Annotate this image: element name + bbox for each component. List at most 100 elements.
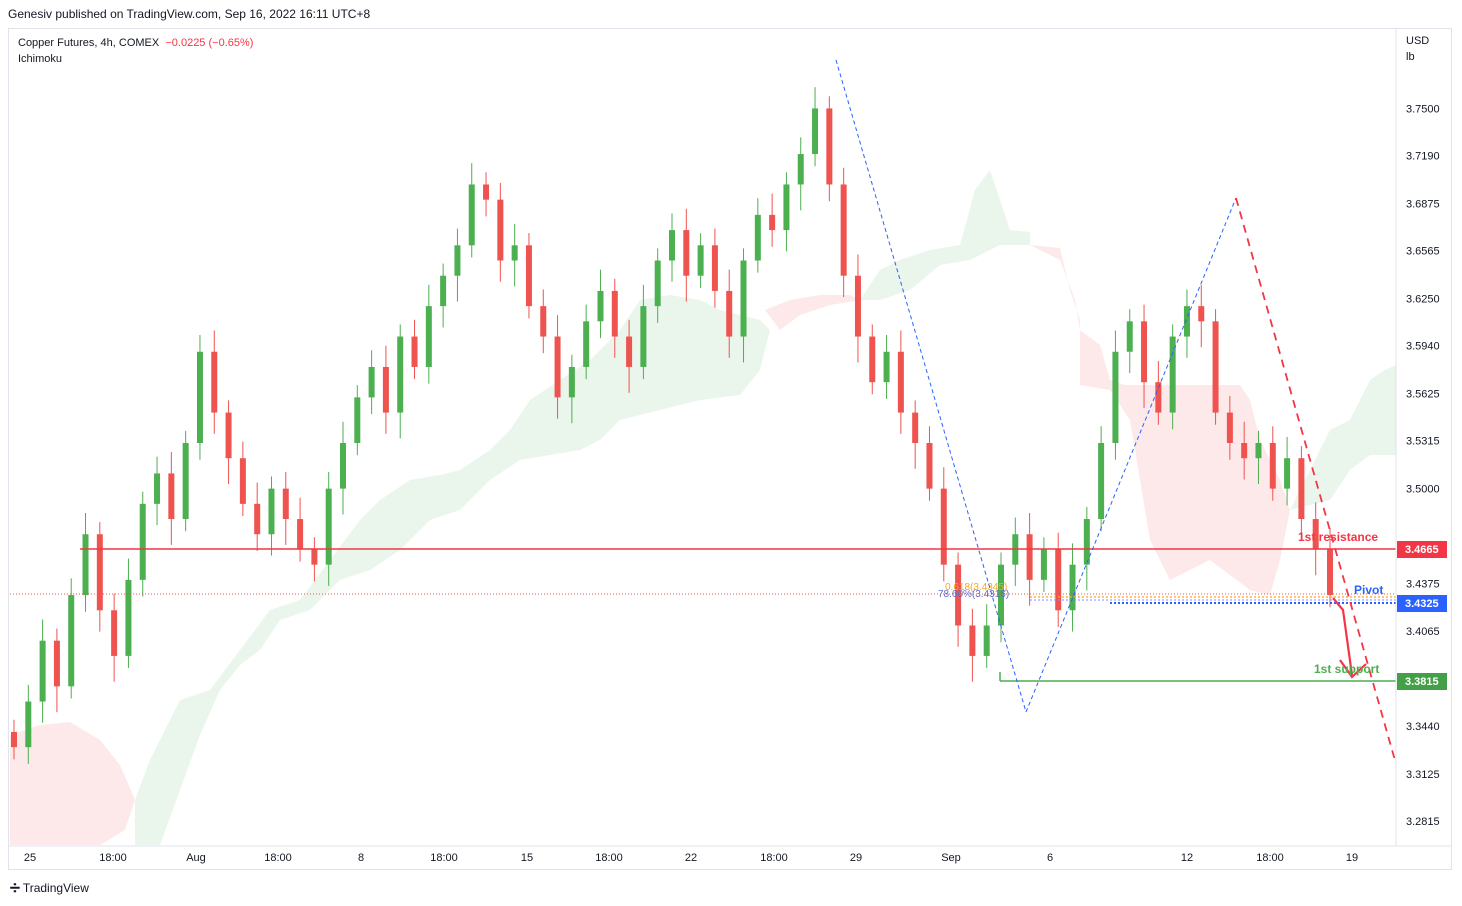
candle-body: [382, 366, 389, 413]
candle-body: [483, 184, 490, 200]
candle-body: [797, 154, 804, 185]
time-tick-10: 29: [850, 852, 862, 864]
time-tick-13: 12: [1181, 852, 1193, 864]
cloud-bear-right: [1030, 245, 1290, 595]
candle-body: [111, 610, 118, 656]
cloud-bull-main: [135, 295, 770, 845]
candle-body: [311, 549, 318, 565]
candle-body: [125, 579, 132, 656]
candle-body: [854, 275, 861, 337]
pivot-price-tag: 3.4325: [1397, 595, 1447, 612]
candle-body: [998, 564, 1004, 626]
candle-body: [640, 306, 647, 367]
candle-body: [225, 412, 232, 459]
candle-body: [726, 290, 733, 337]
price-tick-8: 3.5000: [1406, 484, 1440, 496]
time-tick-9: 18:00: [760, 852, 788, 864]
time-tick-0: 25: [24, 852, 36, 864]
candle-body: [955, 564, 962, 626]
candle-body: [239, 458, 246, 504]
cloud-bull-mid: [860, 170, 1030, 300]
candle-body: [354, 397, 361, 443]
candle-body: [1141, 321, 1148, 383]
candle-body: [840, 184, 847, 276]
candle-body: [25, 701, 32, 748]
brand-label: TradingView: [22, 881, 89, 895]
time-tick-8: 22: [685, 852, 697, 864]
price-tick-6: 3.5625: [1406, 389, 1440, 401]
candle-body: [1098, 443, 1105, 520]
candle-body: [883, 351, 890, 383]
candle-body: [869, 336, 876, 383]
candles-layer: [11, 87, 1333, 764]
price-tick-4: 3.6250: [1406, 294, 1440, 306]
candle-body: [268, 488, 275, 535]
candle-body: [769, 214, 776, 231]
indicator-label[interactable]: Ichimoku: [18, 53, 63, 65]
candle-body: [154, 473, 161, 504]
candle-body: [611, 290, 618, 337]
candle-body: [11, 731, 17, 748]
time-tick-14: 18:00: [1256, 852, 1284, 864]
time-tick-7: 18:00: [595, 852, 623, 864]
candle-body: [368, 366, 375, 398]
candle-body: [425, 306, 432, 367]
candle-body: [297, 519, 304, 550]
time-tick-1: 18:00: [99, 852, 127, 864]
currency-label: USD: [1406, 35, 1430, 47]
support-label: 1st support: [1314, 662, 1379, 676]
candle-body: [697, 245, 704, 276]
candle-body: [568, 366, 575, 398]
price-tick-3: 3.6565: [1406, 246, 1440, 258]
candle-body: [683, 230, 690, 276]
fib-trend-line-2: [1025, 197, 1237, 713]
candle-body: [654, 260, 661, 307]
candle-body: [1284, 458, 1291, 489]
tradingview-logo-icon: ➗︎: [10, 880, 20, 895]
candle-body: [969, 625, 976, 656]
fib-trend-line-1: [835, 59, 1027, 713]
candle-body: [196, 351, 203, 443]
candle-body: [468, 184, 475, 246]
resistance-label: 1st resistance: [1298, 530, 1378, 544]
candle-body: [940, 488, 947, 565]
candle-body: [53, 640, 60, 687]
resistance-price-tag: 3.4665: [1397, 541, 1447, 558]
time-tick-2: Aug: [186, 852, 206, 864]
time-tick-6: 15: [521, 852, 533, 864]
price-tick-2: 3.6875: [1406, 198, 1440, 210]
candle-body: [1069, 564, 1076, 611]
currency-unit: USD lb: [1406, 33, 1429, 65]
candle-body: [783, 184, 790, 231]
candle-body: [1327, 549, 1333, 596]
candle-body: [68, 595, 75, 687]
price-tick-9: 3.4375: [1406, 579, 1440, 591]
candle-body: [511, 245, 518, 261]
footer-brand[interactable]: ➗︎ TradingView: [10, 880, 89, 896]
candle-body: [211, 351, 218, 413]
forecast-arrow: [1332, 597, 1354, 676]
symbol-label[interactable]: Copper Futures, 4h, COMEX: [18, 37, 160, 49]
candle-body: [626, 336, 633, 367]
candle-body: [497, 199, 504, 261]
change-value: −0.0225 (−0.65%): [165, 37, 254, 49]
unit-label: lb: [1406, 51, 1415, 63]
cloud-bear-left: [10, 722, 135, 845]
candle-body: [583, 321, 590, 367]
time-tick-11: Sep: [941, 852, 961, 864]
candle-body: [540, 306, 547, 337]
price-tick-10: 3.4065: [1406, 626, 1440, 638]
candle-body: [812, 108, 819, 155]
candle-body: [525, 245, 532, 307]
candle-body: [39, 640, 46, 702]
candle-body: [82, 534, 89, 596]
price-tick-0: 3.7500: [1406, 103, 1440, 115]
candle-body: [1269, 443, 1276, 489]
candle-body: [254, 503, 261, 535]
price-tick-13: 3.3125: [1406, 769, 1440, 781]
fib-786-label: 78.60%(3.4316): [938, 589, 1009, 600]
candle-body: [1298, 458, 1305, 520]
price-tick-5: 3.5940: [1406, 341, 1440, 353]
candle-body: [340, 443, 346, 489]
